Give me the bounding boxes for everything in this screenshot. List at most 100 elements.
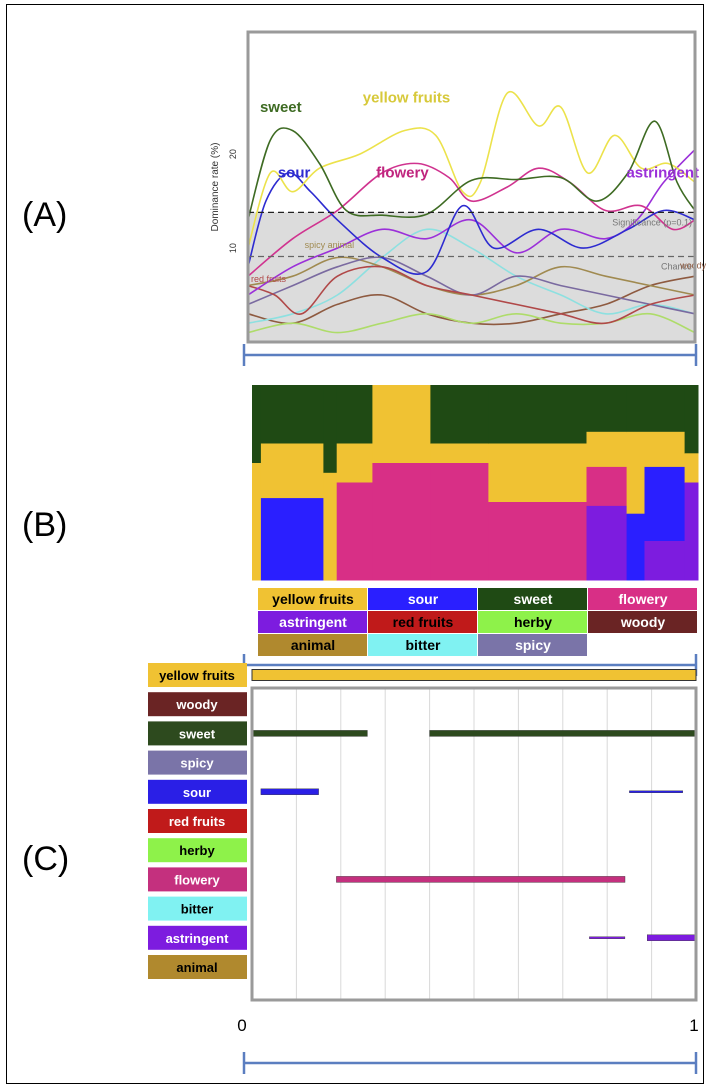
band-yellow-fruits-segment-0	[252, 463, 262, 581]
period-bar-yellow-fruits-0	[251, 669, 697, 681]
legend-label-sweet: sweet	[514, 591, 553, 607]
band-yellow-fruits-segment-7	[586, 431, 628, 468]
category-swatch-spicy	[148, 750, 247, 775]
legend-swatch-sour	[368, 588, 477, 610]
series-line-sweet	[247, 120, 696, 221]
legend-label-woody: woody	[620, 614, 666, 630]
band-yellow-fruits-segment-4	[372, 385, 431, 464]
band-sweet-segment-10	[684, 385, 699, 454]
band-yellow-fruits-segment-10	[684, 453, 699, 484]
legend-label-astringent: astringent	[279, 614, 347, 630]
band-sour-segment-9	[644, 466, 686, 542]
period-bar-sweet-0	[251, 730, 368, 737]
category-swatch-red-fruits	[148, 809, 247, 833]
band-astringent-segment-10	[684, 482, 699, 581]
band-flowery-segment-5	[430, 463, 489, 581]
legend-swatch-herby	[478, 611, 587, 633]
x-tick-label-1: 1	[689, 1016, 698, 1035]
category-label-astringent: astringent	[166, 931, 230, 946]
category-label-animal: animal	[176, 960, 217, 975]
legend-label-bitter: bitter	[406, 637, 442, 653]
figure-frame	[6, 4, 704, 1084]
legend-label-red-fruits: red fruits	[393, 614, 454, 630]
curve-label-sour: sour	[278, 165, 311, 182]
band-astringent-segment-7	[586, 505, 628, 581]
band-sweet-segment-3	[336, 385, 373, 444]
curve-label-red-fruits: red fruits	[251, 274, 287, 284]
panel-label-b: (B)	[22, 506, 68, 544]
curve-label-spicy-animal: spicy animal	[305, 240, 355, 250]
period-bar-sour-1	[629, 790, 683, 793]
plot-area-border	[246, 30, 697, 344]
panel-b-dominance-bands: yellow fruits sour sweet flowery astringent r…	[242, 385, 699, 676]
category-label-flowery: flowery	[174, 872, 220, 887]
legend-swatch-spicy	[478, 634, 587, 656]
legend-label-flowery: flowery	[618, 591, 667, 607]
y-tick-label-20: 20	[228, 149, 238, 159]
band-sweet-segment-9	[644, 385, 686, 433]
category-label-yellow-fruits: yellow fruits	[159, 668, 235, 683]
legend-label-spicy: spicy	[515, 637, 551, 653]
period-bar-flowery-0	[336, 876, 626, 883]
panel-c-dominance-periods: yellow fruits woody sweet spicy sour red frui…	[148, 663, 699, 1074]
legend-swatch-red-fruits	[368, 611, 477, 633]
category-swatch-sweet	[148, 721, 247, 746]
category-label-woody: woody	[175, 697, 218, 712]
legend-swatch-sweet	[478, 588, 587, 610]
panel-a-dominance-curves: Significance (p=0.1) Chance sweet yellow fr…	[210, 30, 707, 366]
curve-label-flowery: flowery	[376, 165, 429, 182]
curve-label-woody: woody	[679, 261, 707, 271]
series-line-astringent	[247, 148, 696, 296]
series-line-flowery	[247, 162, 696, 277]
band-sweet-segment-0	[252, 385, 262, 464]
band-sour-segment-8	[626, 513, 645, 581]
band-sour-segment-1	[260, 498, 324, 581]
band-flowery-segment-4	[372, 463, 431, 581]
band-sweet-segment-7	[586, 385, 628, 433]
band-yellow-fruits-segment-6	[488, 443, 587, 503]
reference-label-chance: Chance	[661, 262, 692, 272]
category-label-bitter: bitter	[181, 902, 214, 917]
category-label-sweet: sweet	[179, 726, 216, 741]
y-tick-label-10: 10	[228, 243, 238, 253]
category-swatch-flowery	[148, 867, 247, 892]
legend-swatch-animal	[258, 634, 367, 656]
category-label-herby: herby	[179, 843, 215, 858]
legend-swatch-astringent	[258, 611, 367, 633]
period-bar-sweet-1	[429, 730, 697, 737]
period-plot-border	[250, 686, 698, 1002]
reference-label-significance-p-0-1: Significance (p=0.1)	[612, 217, 692, 227]
series-line-yellow-fruits	[247, 90, 696, 249]
category-swatch-woody	[148, 692, 247, 717]
category-swatch-yellow-fruits	[148, 663, 247, 687]
category-label-spicy: spicy	[180, 756, 214, 771]
category-swatch-bitter	[148, 896, 247, 921]
series-line-sour	[247, 172, 696, 275]
category-swatch-astringent	[148, 925, 247, 950]
period-bar-astringent-0	[589, 936, 626, 939]
band-sweet-segment-1	[260, 385, 324, 444]
panel-label-c: (C)	[22, 840, 70, 878]
legend-swatch-bitter	[368, 634, 477, 656]
legend-swatch-flowery	[588, 588, 697, 610]
x-tick-label-0: 0	[237, 1016, 246, 1035]
band-yellow-fruits-segment-1	[260, 443, 324, 499]
legend-swatch-woody	[588, 611, 697, 633]
band-sweet-segment-5	[430, 385, 489, 444]
band-yellow-fruits-segment-3	[336, 443, 373, 483]
band-yellow-fruits-segment-8	[626, 431, 645, 515]
panel-label-a: (A)	[22, 196, 68, 234]
band-sweet-segment-8	[626, 385, 645, 433]
band-yellow-fruits-segment-2	[323, 472, 338, 581]
band-sweet-segment-6	[488, 385, 587, 444]
band-astringent-segment-9	[644, 541, 686, 581]
category-swatch-herby	[148, 838, 247, 863]
period-bar-sour-0	[260, 788, 319, 795]
legend-label-herby: herby	[514, 614, 552, 630]
band-flowery-segment-7	[586, 466, 628, 507]
category-label-sour: sour	[183, 785, 211, 800]
category-swatch-animal	[148, 955, 247, 979]
category-label-red-fruits: red fruits	[169, 814, 225, 829]
series-line-bitter	[247, 228, 696, 324]
series-line-red-fruits	[247, 265, 696, 325]
